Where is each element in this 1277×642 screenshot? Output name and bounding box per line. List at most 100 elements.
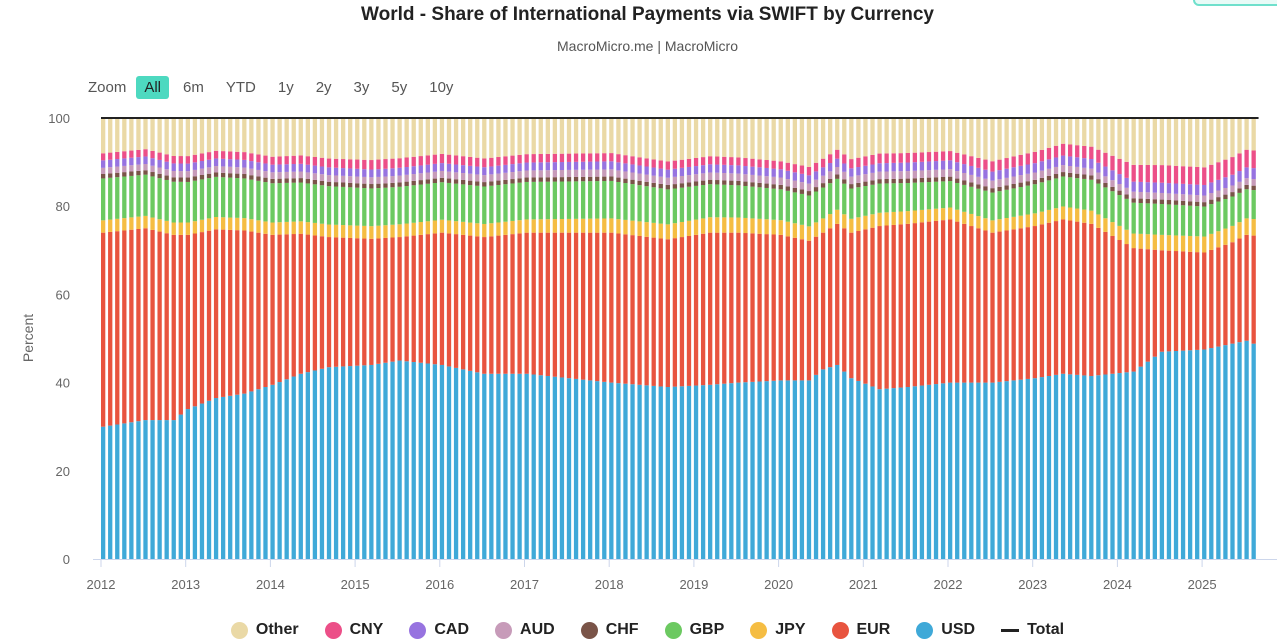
bar-gbp-121 — [955, 182, 960, 210]
bar-cny-49 — [446, 154, 452, 164]
legend-item-aud[interactable]: AUD — [495, 621, 555, 639]
x-tick-2013: 2013 — [171, 577, 200, 592]
toolbar-button[interactable] — [1193, 0, 1277, 6]
bar-chf-140 — [1089, 175, 1094, 180]
bar-cad-110 — [877, 163, 882, 172]
bar-cad-35 — [348, 168, 353, 177]
bar-gbp-30 — [312, 184, 318, 223]
legend-item-cad[interactable]: CAD — [409, 621, 469, 639]
bar-jpy-116 — [919, 209, 925, 223]
bar-gbp-157 — [1209, 204, 1214, 234]
zoom-ytd-button[interactable]: YTD — [225, 79, 256, 96]
bar-cad-143 — [1110, 170, 1115, 181]
bar-aud-31 — [319, 174, 325, 181]
bar-other-132 — [1032, 118, 1037, 152]
bar-chf-149 — [1152, 199, 1157, 204]
bar-gbp-71 — [602, 181, 607, 219]
bar-cny-38 — [369, 160, 374, 170]
zoom-10y-button[interactable]: 10y — [429, 79, 454, 96]
bar-jpy-45 — [418, 222, 423, 235]
bar-chf-34 — [340, 182, 346, 187]
bar-jpy-34 — [340, 225, 346, 238]
bar-cad-54 — [482, 167, 487, 176]
bar-eur-22 — [256, 232, 261, 390]
bar-aud-7 — [150, 165, 155, 173]
legend-item-other[interactable]: Other — [230, 621, 299, 639]
y-tick-100: 100 — [48, 111, 70, 126]
bar-usd-80 — [665, 387, 670, 559]
bar-other-119 — [940, 118, 946, 152]
bar-cad-27 — [291, 164, 296, 172]
legend-item-eur[interactable]: EUR — [831, 621, 890, 639]
zoom-5y-button[interactable]: 5y — [391, 79, 408, 96]
bar-other-110 — [877, 118, 882, 154]
bar-other-28 — [298, 118, 303, 156]
bar-cad-39 — [376, 169, 381, 177]
bar-other-70 — [595, 118, 600, 154]
legend-swatch-other — [230, 621, 248, 639]
bar-cad-14 — [199, 161, 205, 169]
bar-cny-124 — [976, 157, 981, 168]
bar-chf-72 — [609, 176, 614, 181]
bar-cad-42 — [397, 167, 402, 176]
bar-gbp-136 — [1060, 176, 1066, 207]
legend-item-cny[interactable]: CNY — [324, 621, 383, 639]
bar-jpy-21 — [249, 219, 254, 232]
bar-cad-161 — [1237, 171, 1242, 182]
legend-item-usd[interactable]: USD — [916, 621, 975, 639]
zoom-6m-button[interactable]: 6m — [183, 79, 204, 96]
bar-chf-100 — [806, 191, 812, 196]
legend-item-chf[interactable]: CHF — [580, 621, 639, 639]
bar-usd-48 — [439, 364, 445, 559]
bar-chf-49 — [446, 178, 452, 183]
bar-jpy-153 — [1180, 235, 1186, 252]
bar-other-71 — [602, 118, 607, 154]
bar-cny-48 — [439, 153, 445, 164]
zoom-1y-button[interactable]: 1y — [277, 79, 294, 96]
legend-item-jpy[interactable]: JPY — [750, 621, 806, 639]
bar-eur-26 — [284, 234, 289, 380]
bar-eur-110 — [877, 226, 882, 390]
bar-cad-153 — [1180, 183, 1186, 195]
bar-gbp-70 — [595, 181, 600, 219]
bar-gbp-32 — [326, 186, 332, 225]
legend-item-gbp[interactable]: GBP — [664, 621, 724, 639]
bar-other-123 — [969, 118, 974, 157]
bar-gbp-77 — [644, 186, 649, 223]
bar-eur-47 — [432, 233, 438, 365]
zoom-all-button[interactable]: All — [136, 76, 170, 99]
bar-aud-67 — [573, 169, 579, 177]
bar-eur-147 — [1138, 248, 1143, 367]
bar-eur-11 — [178, 234, 183, 415]
bar-chf-95 — [771, 184, 776, 189]
bar-eur-45 — [418, 234, 423, 363]
bar-jpy-128 — [1004, 218, 1009, 231]
bar-chf-148 — [1145, 198, 1150, 204]
bar-usd-140 — [1089, 375, 1094, 559]
bar-usd-42 — [397, 360, 402, 559]
bar-cad-136 — [1060, 155, 1066, 166]
bar-jpy-46 — [425, 221, 430, 235]
bar-chf-142 — [1103, 182, 1108, 188]
bar-other-108 — [863, 118, 868, 157]
bar-other-101 — [813, 118, 819, 163]
bar-cny-112 — [891, 153, 896, 163]
bar-other-120 — [948, 118, 953, 152]
zoom-2y-button[interactable]: 2y — [315, 79, 332, 96]
bar-chf-147 — [1138, 198, 1143, 203]
bar-chf-44 — [411, 180, 416, 186]
bar-aud-78 — [651, 175, 656, 183]
bar-jpy-11 — [178, 222, 183, 235]
bar-eur-163 — [1251, 235, 1256, 344]
bar-gbp-134 — [1046, 180, 1052, 210]
legend-item-total[interactable]: Total — [1001, 621, 1064, 639]
bar-aud-39 — [376, 176, 381, 184]
bar-usd-36 — [355, 365, 360, 559]
bar-aud-100 — [806, 183, 812, 192]
bar-cad-58 — [510, 164, 515, 173]
bar-eur-139 — [1082, 222, 1087, 376]
zoom-3y-button[interactable]: 3y — [353, 79, 370, 96]
legend-swatch-cny — [324, 621, 342, 639]
bar-chf-92 — [750, 182, 755, 187]
bar-cad-87 — [715, 164, 720, 173]
